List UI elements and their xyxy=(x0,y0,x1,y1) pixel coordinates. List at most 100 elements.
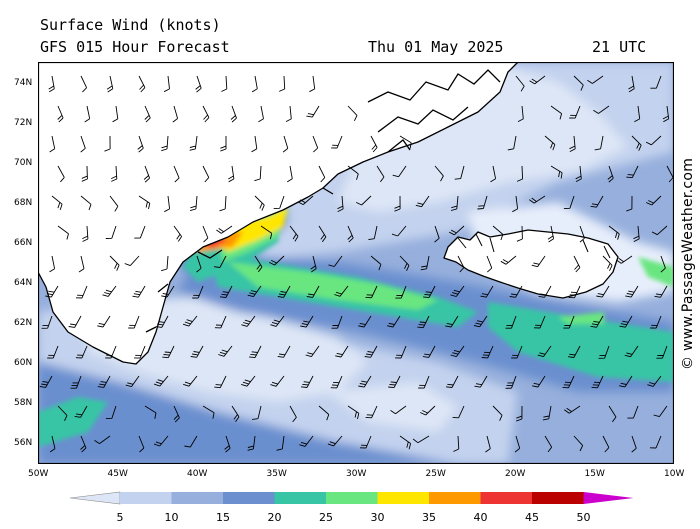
wind-barb xyxy=(575,165,582,183)
wind-barb xyxy=(192,285,204,299)
wind-barb xyxy=(144,405,157,419)
wind-barb xyxy=(251,75,258,93)
wind-barb xyxy=(633,225,640,243)
wind-barb xyxy=(365,405,378,419)
wind-barb xyxy=(161,135,169,152)
wind-barb xyxy=(306,285,320,298)
wind-barb xyxy=(656,345,668,359)
wind-barb xyxy=(445,315,459,328)
wind-barb xyxy=(104,135,111,152)
wind-barb xyxy=(654,285,668,298)
wind-barb xyxy=(563,315,575,329)
wind-barb xyxy=(109,195,119,212)
wind-barb xyxy=(124,255,140,267)
wind-barb xyxy=(49,255,56,273)
wind-barb xyxy=(80,435,87,453)
wind-barb xyxy=(309,75,316,93)
wind-barb xyxy=(590,315,604,328)
wind-barb xyxy=(70,375,82,389)
wind-barb xyxy=(450,195,459,211)
wind-barb xyxy=(646,195,662,206)
wind-barb xyxy=(189,135,198,151)
wind-barb xyxy=(184,435,198,448)
wind-barb xyxy=(230,105,237,123)
legend-swatch xyxy=(377,492,429,504)
wind-barb xyxy=(269,255,285,266)
wind-barb xyxy=(529,195,546,204)
wind-barb xyxy=(631,435,637,453)
wind-barb xyxy=(500,255,517,265)
wind-barb xyxy=(608,225,620,240)
wind-barb xyxy=(277,345,291,358)
wind-barb xyxy=(300,315,314,328)
wind-barb xyxy=(634,105,641,123)
lon-label-20W: 20W xyxy=(505,469,526,479)
legend-swatch xyxy=(223,492,275,504)
wind-barb xyxy=(395,285,407,299)
wind-barb xyxy=(547,225,555,243)
wind-barb xyxy=(626,165,639,179)
wind-barb xyxy=(254,255,263,273)
wind-barb xyxy=(544,135,556,151)
legend-swatch xyxy=(429,492,481,504)
wind-barb xyxy=(529,75,546,85)
wind-barb xyxy=(105,405,117,420)
wind-barb xyxy=(153,375,169,387)
credit-text: © www.PassageWeather.com xyxy=(680,157,696,370)
wind-barb xyxy=(347,225,354,243)
wind-barb xyxy=(318,165,326,183)
legend-label: 40 xyxy=(474,511,488,524)
wind-barb xyxy=(219,285,233,298)
wind-barb xyxy=(189,195,198,212)
forecast-date: Thu 01 May 2025 xyxy=(368,38,504,56)
wind-barb xyxy=(334,285,349,297)
wind-barb xyxy=(625,285,639,298)
wind-speed-legend: 5 10 15 20 25 30 35 40 45 50 xyxy=(0,488,700,525)
legend-label: 5 xyxy=(117,511,124,524)
wind-barb xyxy=(195,75,202,93)
wind-barb xyxy=(68,315,82,328)
wind-barb xyxy=(82,225,89,242)
lon-label-30W: 30W xyxy=(346,469,367,479)
legend-arrow-high xyxy=(583,492,634,504)
wind-barb xyxy=(516,225,523,242)
wind-barb xyxy=(619,315,633,328)
wind-barb xyxy=(276,435,285,451)
wind-barb xyxy=(550,105,563,120)
wind-barb xyxy=(75,285,88,299)
wind-barb xyxy=(391,225,407,237)
lat-label-70N: 70N xyxy=(14,158,33,168)
map-title: Surface Wind (knots) xyxy=(40,16,221,34)
wind-barb xyxy=(481,345,494,359)
wind-barb xyxy=(247,435,256,451)
lat-label-62N: 62N xyxy=(14,318,33,328)
legend-label: 10 xyxy=(165,511,179,524)
wind-barb xyxy=(647,375,662,387)
legend-label: 20 xyxy=(268,511,282,524)
wind-barb xyxy=(492,405,503,421)
lat-label-68N: 68N xyxy=(14,198,33,208)
wind-barb xyxy=(144,105,151,123)
wind-barb xyxy=(423,285,436,299)
wind-barb xyxy=(57,105,64,123)
wind-barb xyxy=(509,285,523,298)
wind-barb xyxy=(218,345,233,357)
wind-barb xyxy=(666,165,674,183)
wind-barb xyxy=(650,75,662,89)
wind-barb xyxy=(109,255,120,271)
wind-barb xyxy=(155,315,169,328)
wind-barb xyxy=(573,435,584,452)
wind-barb xyxy=(370,135,378,153)
wind-barb xyxy=(221,75,228,92)
wind-barb xyxy=(202,105,210,123)
wind-barb xyxy=(196,255,202,273)
wind-barb xyxy=(138,195,151,210)
wind-barb xyxy=(331,135,343,149)
lat-label-60N: 60N xyxy=(14,358,33,368)
wind-barb xyxy=(537,345,552,358)
wind-barb xyxy=(347,405,360,420)
wind-barb xyxy=(39,375,53,388)
lon-label-35W: 35W xyxy=(266,469,287,479)
wind-barb xyxy=(516,165,524,182)
wind-barb xyxy=(81,165,88,182)
